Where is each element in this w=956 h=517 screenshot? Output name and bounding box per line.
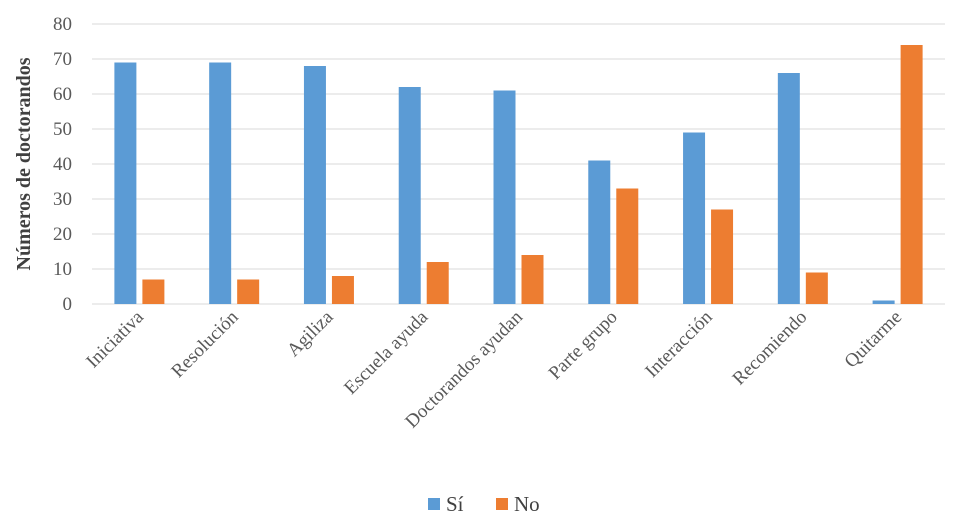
bar-si — [398, 87, 421, 304]
y-tick-label: 10 — [53, 259, 72, 280]
x-tick-label: Recomiendo — [729, 307, 812, 390]
x-tick-label: Agiliza — [283, 306, 338, 361]
bar-no — [616, 188, 639, 304]
x-tick-label: Interacción — [641, 306, 717, 382]
bar-si — [872, 300, 895, 304]
legend-label-si: Sí — [446, 492, 464, 516]
y-tick-label: 40 — [53, 154, 72, 175]
legend-swatch-no — [496, 498, 508, 510]
x-tick-label: Parte grupo — [545, 307, 622, 384]
bar-no — [331, 276, 354, 304]
gridlines — [92, 23, 945, 305]
bar-si — [209, 62, 232, 304]
bars — [114, 45, 923, 304]
bar-no — [521, 255, 544, 304]
bar-si — [303, 66, 326, 304]
bar-si — [588, 160, 611, 304]
x-tick-label: Quitarme — [841, 307, 907, 373]
legend: Sí No — [428, 492, 540, 516]
y-tick-label: 80 — [53, 14, 72, 35]
bar-si — [493, 90, 516, 304]
y-tick-label: 60 — [53, 84, 72, 105]
bar-no — [237, 279, 260, 304]
bar-no — [711, 209, 734, 304]
bar-no — [142, 279, 165, 304]
y-tick-label: 30 — [53, 189, 72, 210]
y-tick-label: 70 — [53, 49, 72, 70]
bar-si — [683, 132, 706, 304]
y-tick-label: 50 — [53, 119, 72, 140]
bar-no — [426, 262, 449, 304]
x-tick-label: Iniciativa — [82, 306, 148, 372]
y-axis-label: Números de doctorandos — [13, 57, 35, 270]
bar-si — [114, 62, 137, 304]
y-axis-ticks: 0 10 20 30 40 50 60 70 80 — [53, 14, 72, 315]
x-axis-ticks: Iniciativa Resolución Agiliza Escuela ayuda… — [82, 306, 906, 432]
bar-no — [900, 45, 923, 304]
bar-no — [805, 272, 828, 304]
y-tick-label: 0 — [63, 294, 73, 315]
legend-swatch-si — [428, 498, 440, 510]
y-tick-label: 20 — [53, 224, 72, 245]
legend-label-no: No — [514, 492, 540, 516]
x-tick-label: Escuela ayuda — [340, 306, 432, 398]
x-tick-label: Resolución — [167, 306, 243, 382]
bar-si — [777, 73, 800, 304]
